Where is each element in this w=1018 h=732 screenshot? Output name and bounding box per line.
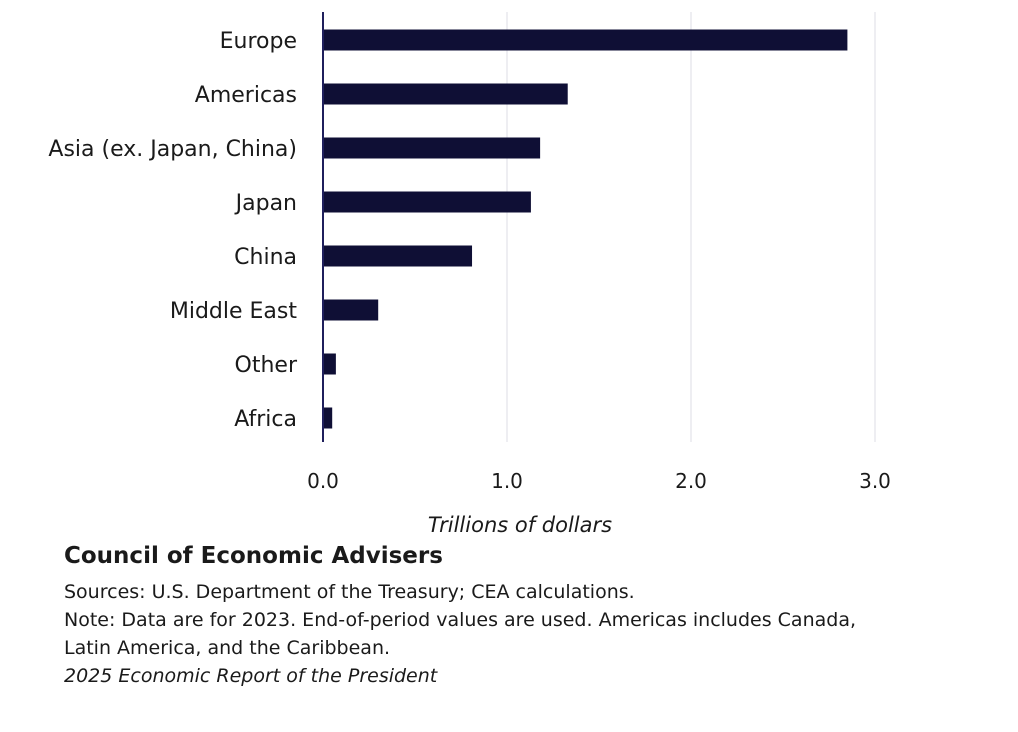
bar-asia-ex-japan-china — [323, 137, 541, 159]
bars — [323, 29, 848, 429]
category-label: Europe — [220, 29, 297, 54]
bar-americas — [323, 83, 568, 105]
bar-middle-east — [323, 299, 379, 321]
chart-footer: Council of Economic Advisers Sources: U.… — [64, 540, 964, 690]
category-label: Other — [235, 353, 298, 378]
bar-other — [323, 353, 336, 375]
category-label: Japan — [234, 191, 297, 216]
x-tick-label: 2.0 — [675, 469, 707, 493]
category-labels: Europe Americas Asia (ex. Japan, China) Jap… — [48, 29, 298, 432]
bar-china — [323, 245, 473, 267]
x-axis-title: Trillions of dollars — [428, 513, 612, 537]
bar-africa — [323, 407, 333, 429]
category-label: China — [234, 245, 297, 270]
category-label: Africa — [234, 407, 297, 432]
organization-name: Council of Economic Advisers — [64, 543, 443, 569]
report-title: 2025 Economic Report of the President — [64, 665, 438, 687]
category-label: Asia (ex. Japan, China) — [48, 137, 297, 162]
x-tick-labels: 0.0 1.0 2.0 3.0 — [307, 469, 891, 493]
bar-europe — [323, 29, 848, 51]
x-tick-label: 1.0 — [491, 469, 523, 493]
category-label: Americas — [195, 83, 297, 108]
note-text-line-1: Note: Data are for 2023. End-of-period v… — [64, 609, 856, 631]
sources-text: Sources: U.S. Department of the Treasury… — [64, 581, 635, 603]
bar-chart: Europe Americas Asia (ex. Japan, China) Jap… — [48, 12, 891, 537]
x-tick-label: 3.0 — [859, 469, 891, 493]
x-tick-label: 0.0 — [307, 469, 339, 493]
note-text-line-2: Latin America, and the Caribbean. — [64, 637, 391, 659]
bar-japan — [323, 191, 531, 213]
category-label: Middle East — [170, 299, 298, 324]
gridlines — [506, 12, 876, 442]
